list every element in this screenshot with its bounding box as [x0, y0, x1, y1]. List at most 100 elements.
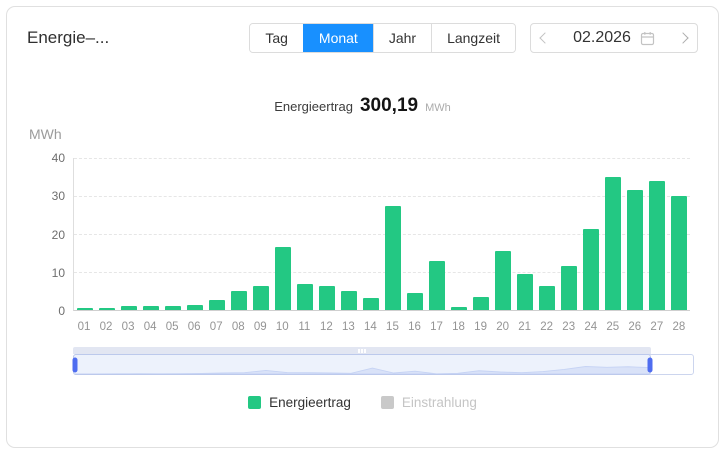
- header-controls: Tag Monat Jahr Langzeit 02.2026: [249, 23, 698, 53]
- bar-slot: [96, 158, 118, 310]
- slider-move-handle[interactable]: [73, 347, 651, 354]
- bar-day-10[interactable]: [275, 247, 291, 310]
- legend-item-einstrahlung[interactable]: Einstrahlung: [380, 394, 477, 410]
- summary-value: 300,19: [359, 95, 419, 116]
- gridline-40: [74, 158, 690, 159]
- chart-legend: Energieertrag Einstrahlung: [7, 392, 718, 412]
- y-tick-label: 20: [51, 227, 65, 242]
- bar-slot: [646, 158, 668, 310]
- bar-slot: [74, 158, 96, 310]
- bar-day-06[interactable]: [187, 305, 203, 310]
- summary-row: Energieertrag 300,19 MWh: [7, 95, 718, 117]
- slider-handle-left[interactable]: [72, 357, 78, 372]
- bar-day-03[interactable]: [121, 306, 137, 310]
- grip-icon: [364, 348, 366, 353]
- x-axis-labels: 01 02 03 04 05 06 07 08 09 10 11 12 13 14 15 16 17 18 19 20…: [73, 313, 690, 333]
- x-tick-label: 27: [650, 321, 664, 333]
- bar-chart: 0 10 20 30 40 01 02 03 04 05 06 07 08 09 10 11 12 13 14 15…: [27, 151, 698, 333]
- bar-day-01[interactable]: [77, 308, 93, 310]
- tab-jahr[interactable]: Jahr: [372, 24, 432, 52]
- x-tick-label: 07: [209, 321, 223, 333]
- chevron-right-icon[interactable]: [677, 32, 689, 44]
- bar-day-20[interactable]: [495, 251, 511, 310]
- tab-langzeit[interactable]: Langzeit: [431, 24, 515, 52]
- x-tick-label: 03: [121, 321, 135, 333]
- grip-icon: [358, 348, 360, 353]
- date-picker[interactable]: 02.2026: [530, 23, 698, 53]
- data-zoom-slider[interactable]: [72, 347, 694, 375]
- chevron-left-icon[interactable]: [539, 32, 551, 44]
- bar-day-05[interactable]: [165, 306, 181, 310]
- legend-swatch-green: [248, 395, 262, 409]
- slider-selection-window[interactable]: [72, 354, 653, 375]
- bar-slot: [536, 158, 558, 310]
- bar-day-26[interactable]: [627, 190, 643, 310]
- bars-row: [74, 158, 690, 310]
- x-tick-label: 26: [628, 321, 642, 333]
- x-tick-label: 02: [99, 321, 113, 333]
- bar-day-19[interactable]: [473, 297, 489, 310]
- x-tick-label: 16: [408, 321, 421, 333]
- bar-slot: [184, 158, 206, 310]
- bar-day-14[interactable]: [363, 297, 379, 310]
- bar-day-17[interactable]: [429, 260, 445, 310]
- bar-day-23[interactable]: [561, 265, 577, 310]
- bar-slot: [514, 158, 536, 310]
- legend-swatch-gray: [380, 395, 394, 409]
- bar-day-12[interactable]: [319, 286, 335, 310]
- bar-day-02[interactable]: [99, 307, 115, 310]
- card-title: Energie–...: [27, 28, 110, 47]
- bar-slot: [140, 158, 162, 310]
- bar-slot: [228, 158, 250, 310]
- summary-label: Energieertrag: [274, 99, 353, 114]
- bar-day-08[interactable]: [231, 291, 247, 310]
- slider-handle-right[interactable]: [647, 357, 653, 372]
- bar-slot: [162, 158, 184, 310]
- bar-day-24[interactable]: [583, 229, 599, 310]
- x-tick-label: 24: [584, 321, 598, 333]
- slider-preview: [74, 366, 650, 374]
- legend-item-energieertrag[interactable]: Energieertrag: [248, 395, 351, 410]
- bar-day-28[interactable]: [671, 196, 687, 310]
- bar-day-09[interactable]: [253, 286, 269, 310]
- bar-slot: [668, 158, 690, 310]
- x-tick-label: 17: [430, 321, 443, 333]
- x-tick-label: 08: [231, 321, 245, 333]
- x-tick-label: 06: [187, 321, 201, 333]
- gridline-10: [74, 272, 690, 273]
- x-tick-label: 25: [606, 321, 620, 333]
- bar-day-22[interactable]: [539, 286, 555, 310]
- bar-day-07[interactable]: [209, 299, 225, 310]
- bar-day-25[interactable]: [605, 176, 621, 310]
- bar-day-11[interactable]: [297, 284, 313, 310]
- bar-slot: [602, 158, 624, 310]
- legend-label: Energieertrag: [269, 394, 351, 410]
- y-tick-label: 0: [58, 304, 65, 318]
- bar-day-27[interactable]: [649, 181, 665, 310]
- bar-day-15[interactable]: [385, 205, 401, 310]
- date-value[interactable]: 02.2026: [573, 29, 631, 46]
- y-tick-label: 40: [51, 151, 65, 165]
- x-tick-label: 13: [341, 321, 355, 333]
- tab-monat[interactable]: Monat: [302, 24, 373, 52]
- x-tick-label: 10: [275, 321, 289, 333]
- grip-icon: [361, 348, 363, 353]
- x-tick-label: 11: [298, 321, 311, 333]
- gridline-20: [74, 234, 690, 235]
- bar-day-18[interactable]: [451, 306, 467, 310]
- date-picker-center: 02.2026: [573, 29, 655, 47]
- plot-area: [73, 158, 690, 311]
- bar-day-04[interactable]: [143, 305, 159, 310]
- bar-day-21[interactable]: [517, 274, 533, 310]
- bar-day-16[interactable]: [407, 292, 423, 310]
- bar-slot: [580, 158, 602, 310]
- bar-slot: [558, 158, 580, 310]
- x-tick-label: 22: [540, 321, 554, 333]
- bar-slot: [404, 158, 426, 310]
- x-tick-label: 28: [672, 321, 686, 333]
- legend-label: Einstrahlung: [401, 394, 477, 410]
- bar-day-13[interactable]: [341, 291, 357, 310]
- calendar-icon[interactable]: [640, 31, 655, 46]
- tab-tag[interactable]: Tag: [250, 24, 303, 52]
- x-tick-label: 15: [386, 321, 399, 333]
